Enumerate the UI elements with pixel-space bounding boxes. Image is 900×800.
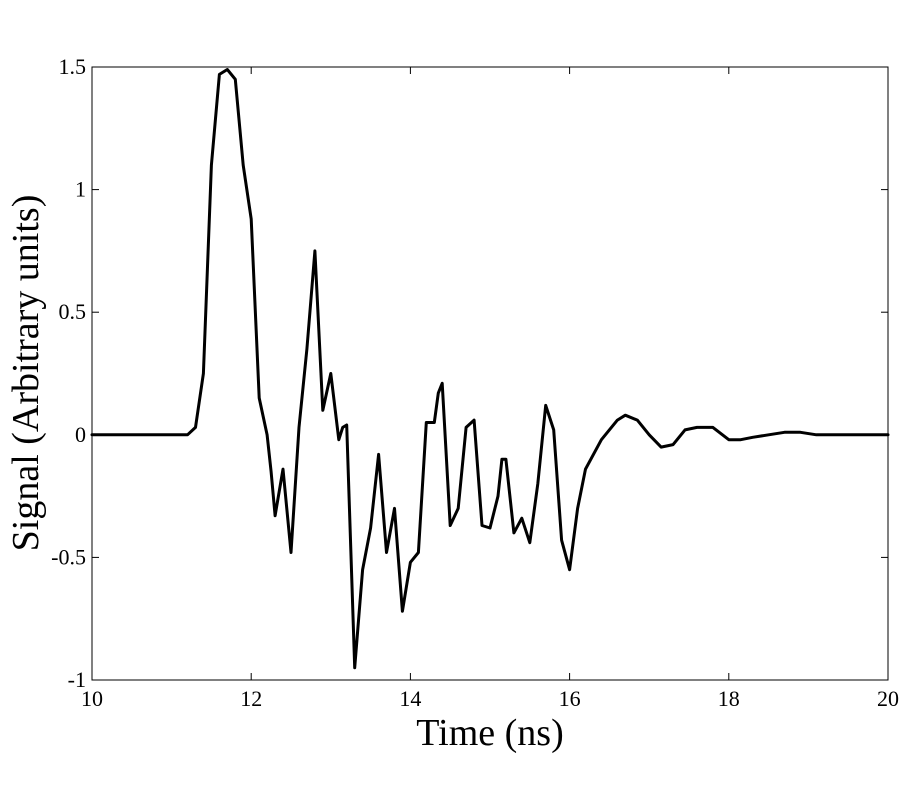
x-tick-label: 20	[877, 686, 899, 711]
y-tick-label: 0.5	[59, 299, 87, 324]
x-tick-label: 12	[240, 686, 262, 711]
y-tick-label: -1	[68, 667, 86, 692]
y-tick-label: -0.5	[51, 544, 86, 569]
plot-frame	[91, 66, 889, 681]
y-tick-label: 1.5	[59, 54, 87, 79]
y-tick-label: 1	[75, 177, 86, 202]
y-tick-label: 0	[75, 422, 86, 447]
x-axis-label: Time (ns)	[416, 712, 563, 754]
x-tick-label: 16	[559, 686, 581, 711]
tick-labels: 10 12 14 16 18 20 -1 -0.5 0 0.5 1 1.5	[51, 54, 899, 711]
x-tick-label: 14	[399, 686, 421, 711]
signal-line	[90, 68, 890, 670]
x-tick-label: 10	[81, 686, 103, 711]
y-axis-label: Signal (Arbitrary units)	[5, 195, 47, 552]
x-tick-label: 18	[718, 686, 740, 711]
